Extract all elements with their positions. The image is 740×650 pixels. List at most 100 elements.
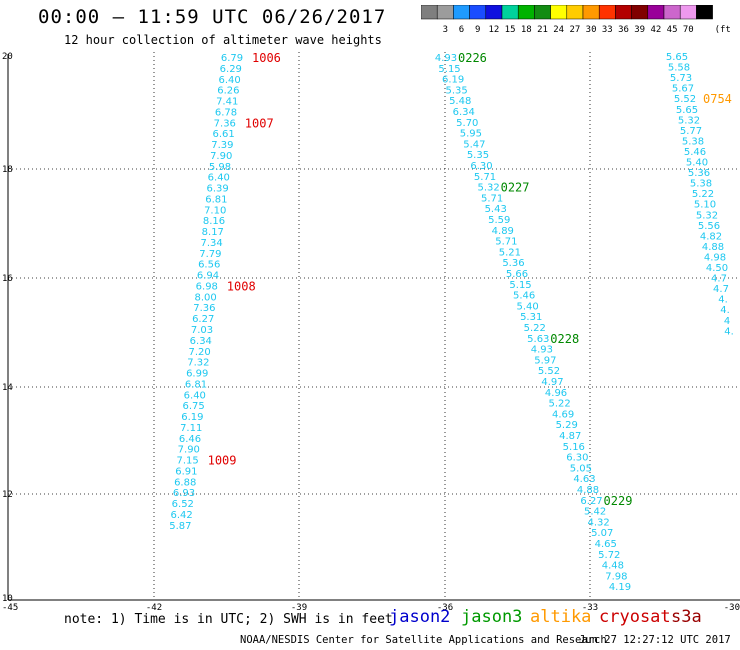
wave-height-value: 5.97 xyxy=(534,355,556,366)
wave-height-value: 5.71 xyxy=(481,193,503,204)
wave-height-value: 6.61 xyxy=(212,129,234,140)
scale-label: 18 xyxy=(521,25,532,35)
wave-height-value: 5.35 xyxy=(467,150,489,161)
wave-height-value: 6.94 xyxy=(197,271,219,282)
wave-height-value: 6.79 xyxy=(221,53,243,64)
scale-label: 21 xyxy=(537,25,548,35)
wave-height-value: 6.93 xyxy=(173,488,195,499)
wave-height-value: 6.40 xyxy=(184,390,206,401)
wave-height-value: 5.40 xyxy=(517,301,539,312)
wave-height-value: 4.93 xyxy=(531,345,553,356)
wave-height-value: 6.98 xyxy=(196,281,218,292)
wave-height-value: 5.52 xyxy=(538,366,560,377)
x-tick-label: -42 xyxy=(146,603,162,613)
wave-height-value: 6.46 xyxy=(179,434,201,445)
pass-time-label: 0228 xyxy=(550,332,579,346)
wave-height-value: 6.99 xyxy=(186,369,208,380)
wave-height-value: 5.77 xyxy=(680,126,702,137)
wave-height-value: 7.90 xyxy=(178,445,200,456)
wave-height-value: 5.31 xyxy=(520,312,542,323)
y-tick-label: 18 xyxy=(2,165,13,175)
x-tick-label: -33 xyxy=(582,603,598,613)
wave-height-value: 5.16 xyxy=(563,442,585,453)
wave-height-value: 4.50 xyxy=(706,263,728,274)
pass-time-label: 1006 xyxy=(252,51,281,65)
wave-height-value: 5.65 xyxy=(666,52,688,63)
scale-label: 30 xyxy=(586,25,597,35)
units-note: note: 1) Time is in UTC; 2) SWH is in fe… xyxy=(64,612,393,627)
wave-height-value: 5.10 xyxy=(694,200,716,211)
wave-height-value: 5.73 xyxy=(670,73,692,84)
wave-height-value: 4.88 xyxy=(702,242,724,253)
wave-height-value: 5.46 xyxy=(513,291,535,302)
wave-height-value: 6.42 xyxy=(170,510,192,521)
scale-label: 15 xyxy=(505,25,516,35)
pass-time-label: 0227 xyxy=(501,181,530,195)
wave-height-value: 7.36 xyxy=(193,303,215,314)
wave-height-value: 7.36 xyxy=(214,118,236,129)
wave-height-value: 6.27 xyxy=(580,496,602,507)
wave-height-value: 5.52 xyxy=(674,94,696,105)
wave-height-value: 5.65 xyxy=(676,105,698,116)
scale-label: 24 xyxy=(553,25,564,35)
generated-timestamp: Jun 27 12:27:12 UTC 2017 xyxy=(579,634,731,646)
y-tick-label: 20 xyxy=(2,52,13,62)
wave-height-value: 4.19 xyxy=(609,582,631,593)
wave-height-value: 4.48 xyxy=(602,561,624,572)
wave-height-value: 5.38 xyxy=(682,136,704,147)
wave-height-value: 4.82 xyxy=(700,231,722,242)
wave-height-value: 7.79 xyxy=(199,249,221,260)
wave-height-value: 7.03 xyxy=(191,325,213,336)
legend-s3a: s3a xyxy=(671,607,702,627)
wave-height-value: 5.35 xyxy=(446,85,468,96)
wave-height-value: 4.63 xyxy=(573,474,595,485)
wave-height-value: 5.07 xyxy=(591,528,613,539)
legend-cryosat: cryosat xyxy=(599,607,671,627)
legend-jason3: jason3 xyxy=(461,607,523,627)
wave-height-value: 5.47 xyxy=(463,139,485,150)
wave-height-value: 5.22 xyxy=(548,399,570,410)
wave-height-value: 6.81 xyxy=(185,379,207,390)
wave-height-value: 6.27 xyxy=(192,314,214,325)
wave-height-value: 6.52 xyxy=(172,499,194,510)
wave-height-value: 5.71 xyxy=(495,237,517,248)
scale-label: 70 xyxy=(683,25,694,35)
wave-height-value: 5.42 xyxy=(584,507,606,518)
pass-time-label: 0754 xyxy=(703,92,732,106)
pass-time-label: 1009 xyxy=(208,454,237,468)
wave-height-value: 7.34 xyxy=(200,238,222,249)
wave-height-value: 7.15 xyxy=(176,456,198,467)
wave-height-value: 5.87 xyxy=(169,521,191,532)
wave-height-value: 6.75 xyxy=(182,401,204,412)
wave-height-value: 4. xyxy=(720,305,730,316)
wave-height-value: 7.32 xyxy=(187,358,209,369)
wave-height-value: 7.20 xyxy=(188,347,210,358)
wave-height-value: 4.32 xyxy=(588,517,610,528)
wave-height-value: 4.88 xyxy=(577,485,599,496)
legend-jason2: jason2 xyxy=(389,607,451,627)
scale-label: 45 xyxy=(667,25,678,35)
scale-swatch xyxy=(696,5,713,20)
pass-time-label: 1007 xyxy=(245,116,274,130)
wave-height-value: 5.48 xyxy=(449,96,471,107)
wave-height-value: 6.56 xyxy=(198,260,220,271)
scale-label: 36 xyxy=(618,25,629,35)
wave-height-value: 5.67 xyxy=(672,84,694,95)
credit-line: NOAA/NESDIS Center for Satellite Applica… xyxy=(240,634,607,646)
wave-height-value: 5.66 xyxy=(506,269,528,280)
wave-height-value: 5.22 xyxy=(524,323,546,334)
pass-time-label: 1008 xyxy=(227,279,256,293)
wave-height-value: 6.40 xyxy=(208,173,230,184)
scale-label: 27 xyxy=(569,25,580,35)
wave-height-value: 5.56 xyxy=(698,221,720,232)
wave-height-value: 5.36 xyxy=(688,168,710,179)
wave-height-value: 7.41 xyxy=(216,97,238,108)
wave-height-value: 6.19 xyxy=(181,412,203,423)
wave-height-value: 7.11 xyxy=(180,423,202,434)
wave-height-value: 4.93 xyxy=(435,53,457,64)
wave-height-value: 4.7 xyxy=(711,274,727,285)
wave-height-value: 4.97 xyxy=(541,377,563,388)
wave-height-value: 7.98 xyxy=(605,571,627,582)
wave-height-value: 4. xyxy=(724,326,734,337)
